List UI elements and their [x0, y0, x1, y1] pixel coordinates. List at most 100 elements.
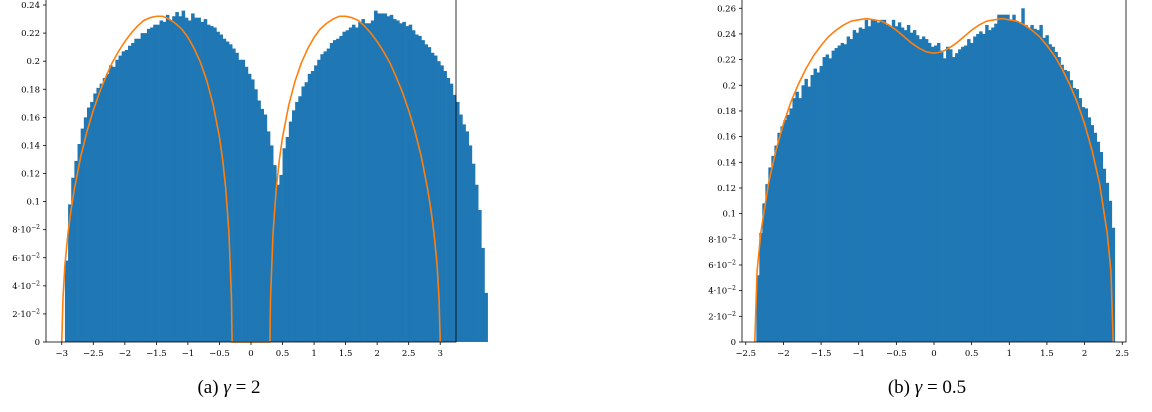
- chart-b-histogram-bar: [834, 48, 839, 343]
- chart-panel-b: −2.5 −2 −1.5 −1 −0.5 0 0.5 1 1.5 2 2.5 0 2·10−2 4·10−…: [576, 0, 1152, 412]
- chart-a-histogram-bar: [269, 271, 274, 342]
- chart-a-histogram-bar: [276, 194, 280, 342]
- chart-b-histogram-bar: [952, 57, 956, 342]
- chart-b-histogram-bar: [940, 50, 944, 342]
- chart-b-histogram-bar: [924, 39, 929, 342]
- chart-b-histogram-bar: [855, 32, 860, 342]
- chart-b-histogram-bar: [912, 30, 917, 343]
- chart-a-histogram-bar: [273, 231, 277, 342]
- chart-b-histogram-bar: [1075, 89, 1079, 342]
- chart-a-histogram-bar: [433, 55, 438, 342]
- chart-a-histogram-bar: [134, 38, 138, 342]
- chart-b-ytick-label: 0.26: [717, 4, 736, 14]
- chart-a-histogram-bar: [481, 247, 485, 342]
- chart-b-histogram-bar: [921, 36, 926, 342]
- chart-panel-a: −3 −2.5 −2 −1.5 −1 −0.5 0 0.5 1 1.5 2 2.5 3 0 2·10−2 4·…: [12, 0, 488, 398]
- chart-a-histogram-bar: [140, 33, 145, 342]
- chart-b-histogram-bar: [858, 27, 863, 343]
- chart-b-histogram-bar: [943, 58, 947, 342]
- chart-b-histogram-bar: [798, 98, 802, 343]
- chart-a-histogram-bar: [465, 131, 470, 342]
- chart-b-xtick-label: −2.5: [735, 349, 756, 359]
- chart-b-histogram-bar: [771, 155, 775, 342]
- chart-a-histogram-bar: [162, 21, 167, 343]
- chart-b-histogram-bar: [1087, 117, 1092, 343]
- chart-b-histogram-bar: [801, 85, 805, 342]
- chart-a-histogram-bar: [83, 117, 88, 342]
- chart-a-histogram-bar: [194, 17, 198, 342]
- caption-a-prefix: (a): [197, 377, 224, 398]
- chart-a-histogram-bar: [484, 292, 488, 342]
- chart-b-histogram-bar: [909, 32, 914, 342]
- chart-b-histogram-bar: [1057, 57, 1061, 342]
- chart-a-xtick-label: 3: [438, 349, 443, 359]
- chart-b-histogram-bar: [849, 39, 854, 342]
- chart-b-histogram-bar: [1060, 64, 1064, 342]
- caption-b-value: = 0.5: [922, 377, 967, 398]
- chart-a-histogram-bar: [348, 27, 353, 343]
- chart-b-histogram-bar: [946, 46, 950, 342]
- chart-b-xtick-label: 1.5: [1040, 349, 1054, 359]
- chart-a-histogram-bar: [468, 145, 473, 342]
- chart-b-histogram-bar: [918, 39, 923, 342]
- chart-b-histogram-bar: [846, 36, 851, 342]
- chart-b-histogram-bar: [870, 19, 875, 342]
- chart-a-ytick-label: 0.2: [26, 57, 40, 67]
- chart-b-histogram-bar: [894, 26, 899, 343]
- chart-b-histogram-bar: [982, 33, 986, 342]
- chart-b-histogram-bar: [876, 22, 881, 342]
- chart-b-histogram-bar: [958, 49, 962, 343]
- chart-b-density-curve: [754, 17, 1114, 343]
- chart-a-histogram-bar: [102, 78, 107, 342]
- chart-a-ytick-label: 0.18: [21, 85, 40, 95]
- chart-b-histogram-bar: [816, 72, 820, 342]
- chart-b-histogram-bar: [795, 91, 799, 342]
- chart-b-ytick-label: 0.22: [717, 56, 736, 66]
- chart-a-histogram-bar: [124, 49, 129, 342]
- chart-b-histogram-bar: [1081, 107, 1085, 342]
- chart-b-histogram-bar: [1033, 28, 1037, 343]
- chart-b-histogram-bar: [1048, 44, 1052, 343]
- chart-b-histogram-bar: [843, 44, 848, 343]
- chart-a-histogram-bar: [456, 101, 460, 343]
- chart-b-histogram-bar: [1039, 24, 1043, 343]
- chart-b-histogram-bar: [1009, 19, 1013, 342]
- chart-b-ytick-label: 0.12: [717, 184, 736, 194]
- chart-a-histogram-bar: [459, 114, 463, 342]
- chart-b-histogram-bar: [1084, 108, 1088, 342]
- chart-a-histogram-bar: [440, 65, 444, 343]
- chart-b-ytick-label: 8·10−2: [708, 234, 736, 246]
- chart-b-histogram-bar: [888, 26, 893, 343]
- chart-b-histogram-bar: [1003, 14, 1007, 342]
- chart-b-histogram-bar: [1051, 46, 1055, 342]
- caption-b-prefix: (b): [887, 377, 915, 398]
- chart-a-histogram-bar: [216, 31, 220, 342]
- chart-b-histogram-bar: [979, 31, 983, 343]
- chart-a-histogram-bar: [279, 174, 283, 342]
- chart-b-histogram-bar: [1111, 227, 1116, 342]
- chart-a-histogram-bar: [244, 66, 249, 343]
- chart-a-histogram-bar: [282, 148, 287, 342]
- chart-b-histogram-bar: [1045, 35, 1049, 342]
- chart-b-histogram-bar: [976, 33, 980, 342]
- chart-b-histogram-bar: [813, 68, 817, 342]
- chart-a-histogram-bar: [345, 30, 350, 342]
- chart-b-histogram-bar: [985, 24, 989, 343]
- chart-a-histogram-bar: [269, 145, 274, 342]
- chart-a-bars: [64, 10, 488, 343]
- chart-a-histogram-bar: [405, 26, 410, 343]
- chart-b-histogram-bar: [973, 36, 977, 342]
- chart-b-histogram-bar: [1000, 14, 1004, 342]
- chart-b-ytick-label: 0.2: [722, 81, 736, 91]
- chart-a-histogram-bar: [389, 14, 394, 342]
- chart-a-histogram-bar: [336, 38, 340, 342]
- chart-a-histogram-bar: [228, 44, 233, 342]
- chart-a-histogram-bar: [358, 21, 362, 343]
- chart-a-histogram-bar: [396, 20, 400, 342]
- chart-a-histogram-bar: [74, 160, 78, 342]
- chart-a-histogram-bar: [260, 108, 265, 342]
- chart-a-histogram-bar: [383, 13, 388, 342]
- chart-a-histogram-bar: [443, 71, 447, 342]
- chart-a-histogram-bar: [314, 65, 318, 343]
- chart-b-histogram-bar: [831, 50, 836, 342]
